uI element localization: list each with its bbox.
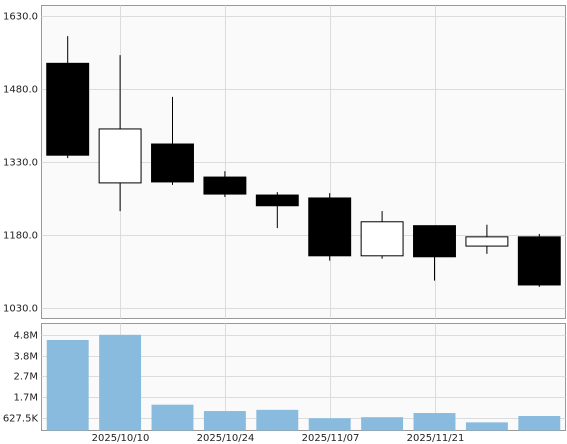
candle-body <box>465 236 509 247</box>
volume-bar <box>256 409 299 431</box>
y-tick-label: 1.7M <box>13 393 38 404</box>
candle-body <box>413 225 456 258</box>
y-tick-label: 1630.0 <box>3 12 38 23</box>
volume-bar <box>151 404 194 431</box>
volume-bar <box>99 334 142 431</box>
y-tick-label: 3.8M <box>13 352 38 363</box>
x-tick-label: 2025/10/24 <box>197 433 255 444</box>
y-tick-label: 1330.0 <box>3 158 38 169</box>
volume-bar <box>413 413 456 431</box>
volume-bar <box>46 339 89 431</box>
y-tick-label: 1180.0 <box>3 231 38 242</box>
candle-body <box>98 128 142 184</box>
volume-bar <box>465 422 508 431</box>
candle-body <box>255 194 299 207</box>
candle-body <box>517 236 561 286</box>
volume-bar <box>203 411 246 431</box>
volume-bar <box>308 418 351 431</box>
y-tick-label: 627.5K <box>3 414 39 425</box>
y-tick-label: 4.8M <box>13 331 38 342</box>
y-tick-label: 1480.0 <box>3 85 38 96</box>
y-tick-label: 1030.0 <box>3 304 38 315</box>
volume-bar <box>361 417 404 431</box>
candle-body <box>203 176 247 195</box>
candle-body <box>308 197 352 257</box>
candle-body <box>360 221 404 257</box>
candle-body <box>46 62 90 156</box>
x-tick-label: 2025/10/10 <box>92 433 150 444</box>
candle-body <box>151 143 194 183</box>
x-tick-label: 2025/11/07 <box>302 433 360 444</box>
volume-bar <box>518 416 561 431</box>
x-tick-label: 2025/11/21 <box>407 433 465 444</box>
y-tick-label: 2.7M <box>13 372 38 383</box>
